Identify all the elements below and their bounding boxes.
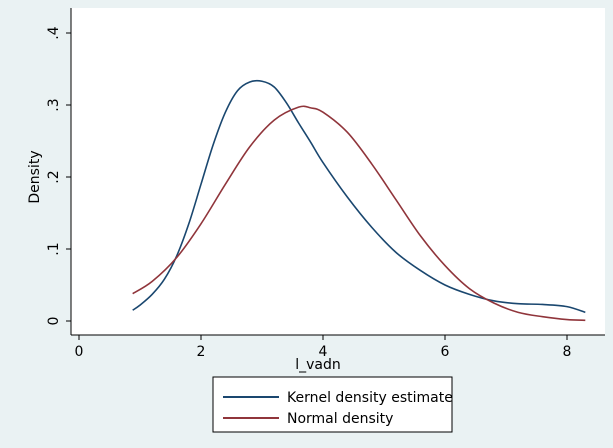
y-tick-label: .2 bbox=[46, 170, 62, 183]
series-line-normal-density bbox=[132, 105, 586, 322]
y-tick-label: .4 bbox=[46, 26, 62, 39]
x-tick-label: 6 bbox=[441, 344, 450, 360]
y-tick-label: .3 bbox=[46, 98, 62, 111]
y-tick-label: 0 bbox=[46, 317, 62, 326]
x-tick-label: 0 bbox=[75, 344, 84, 360]
plot-area bbox=[71, 8, 605, 335]
y-axis-label: Density bbox=[27, 150, 43, 203]
x-axis-label: l_vadn bbox=[295, 357, 341, 373]
legend-box bbox=[212, 376, 453, 433]
y-tick-label: .1 bbox=[46, 242, 62, 255]
legend: Kernel density estimate Normal density bbox=[212, 376, 453, 433]
x-tick-label: 2 bbox=[197, 344, 206, 360]
x-tick-label: 8 bbox=[563, 344, 572, 360]
legend-label: Kernel density estimate bbox=[287, 390, 453, 406]
legend-label: Normal density bbox=[287, 411, 393, 427]
x-tick-label: 4 bbox=[319, 344, 328, 360]
series-line-kernel-density bbox=[132, 79, 586, 314]
